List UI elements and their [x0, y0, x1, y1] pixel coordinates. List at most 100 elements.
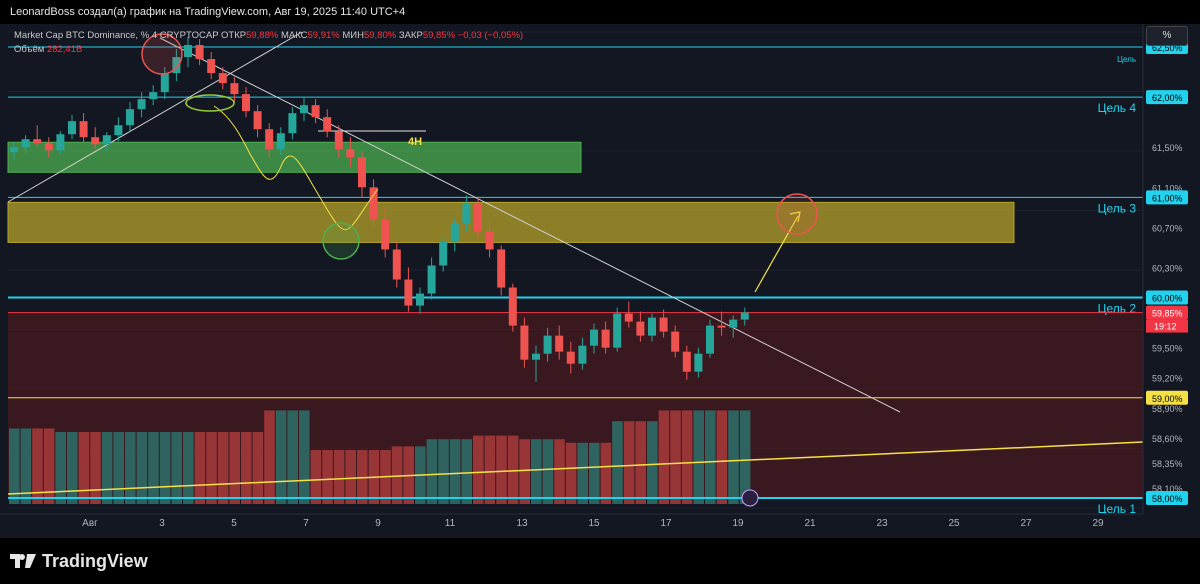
candle-body	[566, 351, 575, 364]
price-tag	[1146, 305, 1188, 320]
legend-low-label: МИН	[342, 30, 364, 41]
volume-bar	[496, 435, 507, 504]
volume-bar	[705, 410, 716, 504]
volume-bar	[264, 410, 275, 504]
volume-bar	[43, 428, 55, 504]
volume-bar	[183, 432, 194, 504]
price-axis-label: 59,50%	[1152, 344, 1183, 354]
trend-line-down	[159, 37, 901, 413]
tradingview-logo[interactable]: TradingView	[10, 550, 148, 572]
volume-bar	[438, 439, 449, 504]
candle-body	[659, 317, 668, 332]
candle-body	[207, 59, 216, 74]
volume-bar	[148, 432, 159, 504]
volume-bar	[333, 450, 345, 504]
volume-bar	[9, 428, 20, 504]
volume-bar	[670, 410, 681, 504]
candle-body	[102, 135, 111, 145]
target-circle	[776, 193, 818, 235]
candle-body	[404, 279, 413, 306]
volume-bar	[681, 410, 693, 504]
tradingview-logo-text: TradingView	[42, 550, 148, 571]
volume-bar	[542, 439, 554, 504]
time-axis-label: 13	[516, 518, 528, 529]
arrow-head-icon	[789, 211, 801, 223]
candle-body	[358, 157, 366, 188]
candle-body	[288, 113, 297, 134]
volume-bar	[310, 450, 322, 504]
price-tag	[1146, 190, 1188, 205]
volume-bar	[357, 450, 368, 504]
candle-body	[520, 325, 529, 360]
chart-area[interactable]: Цель Цель 4 Цель 3 Цель 2 Цель 1 4H 62,50% 62,0…	[0, 24, 1200, 538]
volume-bar	[345, 450, 356, 504]
volume-bar	[484, 435, 496, 504]
candle-body	[149, 92, 158, 100]
time-axis-bg	[0, 514, 1143, 538]
time-axis-label: 11	[445, 518, 456, 529]
price-axis-label: 59,85%	[1152, 309, 1183, 319]
volume-bar	[577, 442, 588, 504]
candle-body	[729, 319, 738, 328]
alert-icon	[741, 489, 759, 507]
volume-bar	[473, 435, 484, 504]
candle-body	[334, 131, 343, 150]
candle-body	[311, 105, 320, 118]
volume-bar	[426, 439, 438, 504]
level-label: Цель 1	[1098, 502, 1137, 516]
top-marker-circle	[141, 33, 183, 75]
volume-bar	[194, 432, 206, 504]
candle-body	[740, 312, 749, 320]
legend-high: 59,91%	[307, 30, 340, 41]
candle-body	[369, 187, 378, 220]
price-axis-label: 59,20%	[1152, 374, 1183, 384]
candle-body	[555, 335, 564, 352]
price-axis-label: 60,70%	[1152, 223, 1183, 233]
price-axis-label: 60,00%	[1152, 294, 1183, 304]
candle-body	[578, 345, 587, 364]
candle-body	[474, 203, 482, 232]
candle-body	[253, 111, 262, 130]
yellow-zone	[7, 201, 1015, 243]
price-chart[interactable]: Цель Цель 4 Цель 3 Цель 2 Цель 1 4H 62,50% 62,0…	[0, 24, 1200, 538]
volume-bar	[125, 432, 136, 504]
candle-body	[485, 231, 494, 250]
projection-arrow	[754, 215, 799, 293]
volume-bar	[589, 442, 600, 504]
percent-scale-button[interactable]: %	[1146, 26, 1188, 46]
price-axis-label: 58,00%	[1152, 494, 1183, 504]
volume-bar	[739, 410, 751, 504]
legend-close-label: ЗАКР	[398, 30, 423, 41]
candle-body	[195, 45, 204, 60]
volume-bar	[612, 421, 623, 504]
time-axis-label: 17	[660, 518, 672, 529]
price-axis-label: 62,00%	[1152, 93, 1183, 103]
volume-bar	[241, 432, 252, 504]
volume-bar	[519, 439, 530, 504]
candle-body	[601, 329, 610, 348]
candle-body	[671, 331, 680, 352]
time-axis-label: 21	[804, 518, 816, 529]
candle-body	[416, 293, 424, 306]
candle-body	[126, 109, 134, 126]
level-label: Цель 2	[1098, 302, 1137, 316]
legend-change: −0,03 (−0,05%)	[457, 30, 524, 41]
price-axis-label: 60,30%	[1152, 263, 1183, 273]
level-label: Цель 4	[1098, 101, 1137, 115]
volume-bar	[206, 432, 217, 504]
time-axis-label: 23	[876, 518, 888, 529]
volume-label: Объём	[14, 44, 45, 55]
candle-body	[717, 325, 726, 328]
candle-body	[613, 313, 622, 348]
volume-bar	[728, 410, 739, 504]
candle-body	[648, 317, 656, 336]
volume-bar	[171, 432, 182, 504]
candle-body	[381, 219, 390, 250]
candle-body	[427, 265, 436, 294]
candle-body	[91, 137, 100, 145]
candle-body	[137, 99, 146, 110]
time-axis-label: 5	[231, 518, 237, 529]
volume-bar	[275, 410, 287, 504]
price-tag	[1146, 390, 1188, 405]
